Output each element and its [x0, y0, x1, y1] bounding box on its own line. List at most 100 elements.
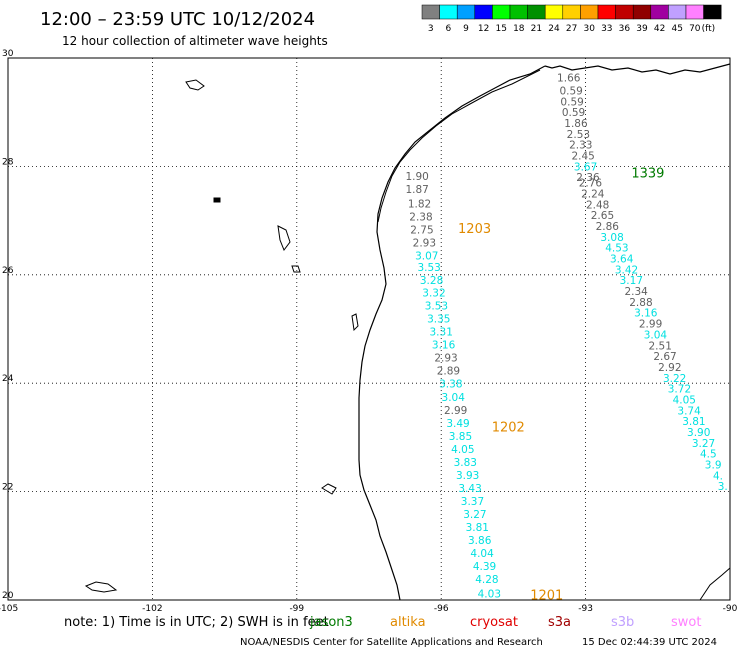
wave-height-value: 2.93 [413, 237, 436, 249]
wave-height-value: 3.9 [705, 460, 722, 472]
wave-height-value: 3.72 [668, 384, 691, 396]
wave-height-value: 2.99 [639, 319, 662, 331]
wave-height-value: 3.93 [456, 470, 479, 482]
footer-note: note: 1) Time is in UTC; 2) SWH is in fe… [64, 615, 329, 630]
wave-height-value: 3. [718, 481, 728, 493]
wave-height-value: 3.42 [615, 264, 638, 276]
wave-height-value: 3.08 [600, 232, 623, 244]
wave-height-value: 0.59 [560, 96, 583, 108]
lat-tick-label: 28 [2, 157, 14, 167]
wave-height-value: 3.27 [692, 438, 715, 450]
legend-swatch [685, 4, 704, 20]
island-4 [321, 483, 337, 495]
satellite-legend-item: swot [671, 615, 701, 630]
lat-tick-label: 30 [2, 49, 14, 59]
footer-timestamp: 15 Dec 02:44:39 UTC 2024 [582, 637, 717, 648]
altimeter-tracks: 1.901.871.822.382.752.933.073.533.283.32… [405, 73, 727, 601]
wave-height-value: 3.86 [468, 535, 492, 547]
legend-swatch [421, 4, 440, 20]
wave-height-value: 2.65 [591, 210, 614, 222]
wave-height-value: 2.48 [586, 199, 609, 211]
wave-height-value: 3.32 [422, 288, 445, 300]
island-7 [291, 265, 301, 273]
wave-height-value: 2.36 [576, 172, 600, 184]
wave-height-value: 3.74 [677, 405, 701, 417]
wave-height-value: 1.87 [405, 184, 428, 196]
legend-label: 39 [636, 24, 648, 34]
wave-height-value: 4.04 [470, 548, 494, 560]
satellite-legend-item: s3b [611, 615, 634, 630]
legend-label: 30 [583, 24, 595, 34]
louisiana-coastline [544, 63, 731, 75]
legend-label: 12 [478, 24, 489, 34]
wave-height-value: 2.51 [649, 340, 672, 352]
wave-height-value: 2.33 [569, 140, 592, 152]
wave-height-value: 2.75 [410, 224, 433, 236]
satellite-legend: jason3 altika cryosat s3a s3b swot [309, 615, 701, 630]
lon-tick-label: -90 [723, 604, 738, 614]
wave-height-value: 1.90 [405, 171, 428, 183]
legend-swatch [439, 4, 458, 20]
lon-tick-label: -99 [289, 604, 304, 614]
wave-height-value: 3.43 [458, 483, 481, 495]
wave-height-value: 3.49 [446, 418, 469, 430]
lat-tick-label: 20 [2, 591, 14, 601]
wave-height-value: 3.04 [442, 392, 466, 404]
wave-height-value: 3.64 [610, 254, 634, 266]
satellite-legend-item: altika [390, 615, 426, 630]
legend-swatch [492, 4, 511, 20]
satellite-legend-item: s3a [548, 615, 571, 630]
legend-swatch [562, 4, 581, 20]
legend-label: 9 [463, 24, 469, 34]
wave-height-value: 0.59 [562, 107, 585, 119]
legend-swatch [703, 4, 722, 20]
wave-height-color-legend: 3 6 9 12 15 18 21 24 27 30 33 36 39 42 45 70 (ft) [421, 4, 722, 34]
legend-label: 15 [495, 24, 506, 34]
wave-height-value: 3.17 [620, 275, 643, 287]
wave-height-value: 1.82 [408, 198, 431, 210]
track-pass-label: 1203 [458, 222, 491, 237]
wave-height-value: 2.45 [571, 151, 594, 163]
island-3 [84, 581, 118, 593]
wave-height-value: 2.93 [434, 353, 457, 365]
legend-label: 45 [671, 24, 682, 34]
island-2 [277, 225, 291, 252]
wave-height-value: 3.81 [682, 416, 705, 428]
wave-height-value: 3.04 [644, 329, 668, 341]
island-6 [213, 197, 221, 203]
wave-height-value: 2.99 [444, 405, 467, 417]
wave-height-value: 4.05 [673, 394, 696, 406]
legend-label: 27 [566, 24, 577, 34]
legend-swatch [580, 4, 599, 20]
wave-height-value: 2.92 [658, 362, 681, 374]
lat-tick-label: 24 [2, 374, 14, 384]
wave-height-value: 2.76 [579, 178, 603, 190]
lat-tick-label: 26 [2, 266, 14, 276]
wave-height-value: 3.22 [663, 373, 686, 385]
wave-height-value: 2.67 [653, 351, 676, 363]
barrier-islands [377, 69, 541, 223]
wave-height-value: 3.53 [425, 301, 448, 313]
wave-height-value: 2.38 [409, 211, 432, 223]
coastline [84, 63, 731, 601]
footer-credit: NOAA/NESDIS Center for Satellite Applica… [240, 637, 543, 648]
wave-height-value: 4.39 [473, 561, 496, 573]
legend-label: 6 [446, 24, 452, 34]
page-title: 12:00 – 23:59 UTC 10/12/2024 [40, 9, 315, 30]
legend-label: 3 [428, 24, 434, 34]
wave-height-value: 3.90 [687, 427, 710, 439]
legend-swatch [456, 4, 476, 20]
satellite-legend-item: cryosat [470, 615, 518, 630]
legend-label: 42 [654, 24, 665, 34]
legend-label: 33 [601, 24, 612, 34]
legend-label: 36 [619, 24, 631, 34]
wave-height-value: 4. [713, 470, 723, 482]
page-subtitle: 12 hour collection of altimeter wave hei… [62, 34, 328, 48]
island-1 [185, 79, 205, 91]
wave-height-value: 4.05 [451, 444, 474, 456]
legend-swatch [474, 4, 493, 20]
legend-swatch [632, 4, 652, 20]
wave-height-value: 3.85 [449, 431, 472, 443]
